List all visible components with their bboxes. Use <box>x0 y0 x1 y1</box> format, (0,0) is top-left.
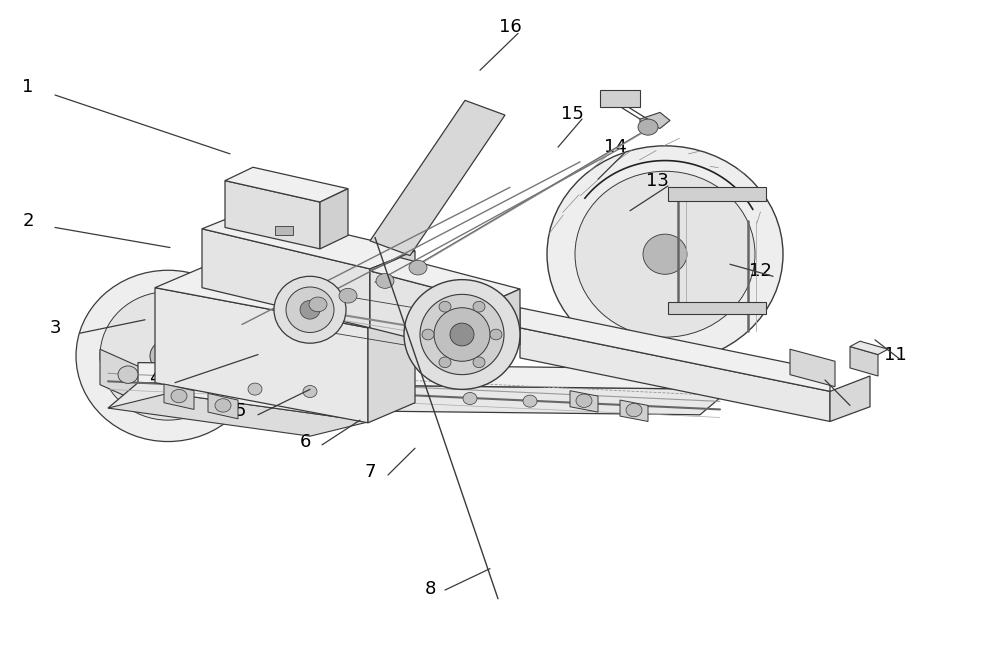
Polygon shape <box>202 229 370 328</box>
Text: 14: 14 <box>604 138 626 156</box>
Text: 11: 11 <box>884 346 906 363</box>
Polygon shape <box>490 289 520 358</box>
Text: 6: 6 <box>299 433 311 450</box>
Text: 12: 12 <box>749 262 771 280</box>
Bar <box>668 302 766 314</box>
Ellipse shape <box>576 394 592 407</box>
Ellipse shape <box>638 119 658 135</box>
Text: 16: 16 <box>499 18 521 35</box>
Ellipse shape <box>100 292 236 420</box>
Text: 8: 8 <box>424 580 436 597</box>
Text: 7: 7 <box>364 463 376 480</box>
Text: 10: 10 <box>829 393 851 410</box>
Ellipse shape <box>303 385 317 397</box>
Text: 13: 13 <box>646 172 668 189</box>
Ellipse shape <box>439 357 451 368</box>
Bar <box>600 90 640 107</box>
Polygon shape <box>225 167 348 202</box>
Ellipse shape <box>434 308 490 361</box>
Polygon shape <box>370 251 415 328</box>
Polygon shape <box>640 112 670 128</box>
Ellipse shape <box>643 234 687 274</box>
Polygon shape <box>202 211 415 269</box>
Text: 15: 15 <box>561 105 583 122</box>
Polygon shape <box>164 384 194 409</box>
Text: 5: 5 <box>234 403 246 420</box>
Text: 1: 1 <box>22 78 34 96</box>
Ellipse shape <box>376 274 394 288</box>
Ellipse shape <box>523 395 537 407</box>
Polygon shape <box>155 288 368 423</box>
Ellipse shape <box>274 276 346 343</box>
Text: 4: 4 <box>149 369 161 387</box>
Ellipse shape <box>439 301 451 312</box>
Ellipse shape <box>409 260 427 275</box>
Ellipse shape <box>473 301 485 312</box>
Polygon shape <box>370 258 520 302</box>
Polygon shape <box>520 328 830 421</box>
Ellipse shape <box>490 329 502 340</box>
Ellipse shape <box>626 403 642 417</box>
Polygon shape <box>138 363 730 389</box>
Ellipse shape <box>420 294 504 375</box>
Ellipse shape <box>463 393 477 405</box>
Polygon shape <box>208 393 238 419</box>
Ellipse shape <box>575 171 755 337</box>
FancyBboxPatch shape <box>275 226 293 235</box>
Polygon shape <box>108 383 730 415</box>
Ellipse shape <box>215 399 231 412</box>
Polygon shape <box>100 349 145 405</box>
Polygon shape <box>370 100 505 256</box>
Ellipse shape <box>404 280 520 389</box>
Polygon shape <box>830 376 870 421</box>
Ellipse shape <box>547 146 783 363</box>
Polygon shape <box>570 391 598 412</box>
Polygon shape <box>320 189 348 249</box>
Ellipse shape <box>150 340 186 372</box>
Ellipse shape <box>248 383 262 395</box>
Ellipse shape <box>118 366 138 383</box>
Polygon shape <box>108 393 370 436</box>
Polygon shape <box>850 347 878 376</box>
Text: 3: 3 <box>49 319 61 337</box>
Bar <box>668 187 766 201</box>
Polygon shape <box>620 400 648 421</box>
Polygon shape <box>155 268 415 328</box>
Ellipse shape <box>286 287 334 332</box>
Text: 2: 2 <box>22 212 34 229</box>
Ellipse shape <box>309 297 327 312</box>
Ellipse shape <box>76 270 260 442</box>
Ellipse shape <box>171 389 187 403</box>
Ellipse shape <box>422 329 434 340</box>
Ellipse shape <box>339 288 357 303</box>
Ellipse shape <box>473 357 485 368</box>
Polygon shape <box>168 373 370 421</box>
Polygon shape <box>368 308 415 423</box>
Ellipse shape <box>300 300 320 319</box>
Ellipse shape <box>450 323 474 346</box>
Polygon shape <box>370 271 490 358</box>
Polygon shape <box>850 341 888 355</box>
Polygon shape <box>225 181 320 249</box>
Polygon shape <box>790 349 835 387</box>
Polygon shape <box>520 308 830 391</box>
